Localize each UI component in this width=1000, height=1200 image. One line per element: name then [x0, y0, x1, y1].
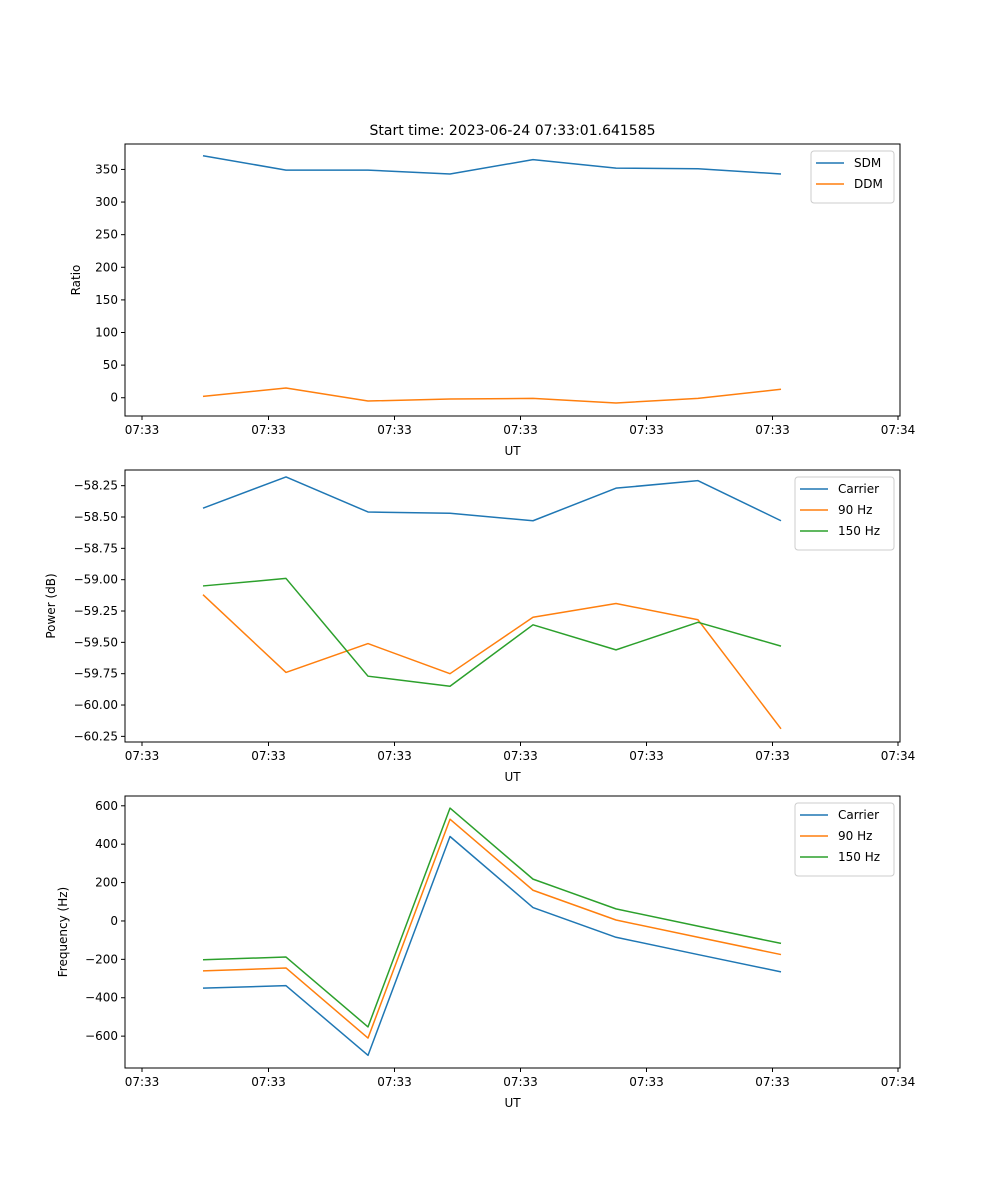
x-axis-label: UT — [504, 1096, 521, 1110]
series-line-90-hz — [202, 594, 782, 730]
y-axis-label: Frequency (Hz) — [56, 887, 70, 978]
y-tick-label: −60.00 — [74, 698, 118, 712]
y-tick-label: −58.50 — [74, 510, 118, 524]
series-line-150-hz — [202, 807, 782, 1028]
y-tick-label: 200 — [95, 260, 118, 274]
y-tick-label: −59.75 — [74, 667, 118, 681]
y-tick-label: −58.75 — [74, 541, 118, 555]
x-tick-label: 07:33 — [251, 749, 286, 763]
y-tick-label: 300 — [95, 195, 118, 209]
y-tick-label: 150 — [95, 293, 118, 307]
x-tick-label: 07:33 — [125, 423, 160, 437]
chart-panel-2: 07:33 07:33 07:33 07:33 07:33 07:33 07:34 −60.2… — [44, 469, 916, 784]
series-line-ddm — [202, 387, 782, 404]
legend-entry: 90 Hz — [838, 503, 872, 517]
y-tick-label: 400 — [95, 837, 118, 851]
x-tick-label: 07:33 — [629, 749, 664, 763]
x-tick-label: 07:33 — [629, 1075, 664, 1089]
figure-title: Start time: 2023-06-24 07:33:01.641585 — [369, 123, 655, 139]
x-axis-label: UT — [504, 770, 521, 784]
y-tick-label: −200 — [85, 952, 118, 966]
x-tick-label: 07:33 — [251, 1075, 286, 1089]
x-tick-label: 07:33 — [503, 749, 538, 763]
y-tick-label: 200 — [95, 876, 118, 890]
x-tick-label: 07:33 — [755, 749, 790, 763]
x-tick-label: 07:33 — [377, 1075, 412, 1089]
legend: Carrier 90 Hz 150 Hz — [794, 476, 895, 551]
y-tick-label: −59.25 — [74, 604, 118, 618]
legend-entry: 150 Hz — [838, 850, 880, 864]
y-tick-label: 100 — [95, 326, 118, 340]
legend: SDM DDM — [810, 150, 895, 204]
legend-entry: Carrier — [838, 808, 879, 822]
chart-panel-3: 07:33 07:33 07:33 07:33 07:33 07:33 07:34 −600 −… — [56, 795, 916, 1110]
series-line-150-hz — [202, 577, 782, 687]
x-tick-label: 07:33 — [377, 423, 412, 437]
x-tick-label: 07:33 — [125, 749, 160, 763]
y-axis-label: Ratio — [69, 265, 83, 296]
series-line-carrier — [202, 835, 782, 1057]
y-tick-label: 0 — [110, 914, 118, 928]
series-line-sdm — [202, 155, 782, 175]
chart-panels: 07:33 07:33 07:33 07:33 07:33 07:33 07:34 0 50 10… — [44, 143, 916, 1110]
x-tick-label: 07:33 — [125, 1075, 160, 1089]
y-tick-label: −59.50 — [74, 635, 118, 649]
legend-entry: 90 Hz — [838, 829, 872, 843]
series-line-90-hz — [202, 818, 782, 1039]
y-tick-label: −59.00 — [74, 573, 118, 587]
series-line-carrier — [202, 476, 782, 522]
y-axis-label: Power (dB) — [44, 573, 58, 638]
y-tick-label: −60.25 — [74, 729, 118, 743]
x-tick-label: 07:34 — [881, 749, 916, 763]
legend: Carrier 90 Hz 150 Hz — [794, 802, 895, 877]
y-tick-label: 350 — [95, 162, 118, 176]
legend-box — [810, 150, 895, 204]
x-tick-label: 07:34 — [881, 423, 916, 437]
x-tick-label: 07:33 — [251, 423, 286, 437]
x-axis-label: UT — [504, 444, 521, 458]
x-tick-label: 07:33 — [629, 423, 664, 437]
x-tick-label: 07:34 — [881, 1075, 916, 1089]
y-tick-label: −600 — [85, 1029, 118, 1043]
y-tick-label: 0 — [110, 391, 118, 405]
axes-frame — [124, 795, 901, 1069]
legend-entry: DDM — [854, 177, 883, 191]
legend-entry: Carrier — [838, 482, 879, 496]
x-tick-label: 07:33 — [377, 749, 412, 763]
x-tick-label: 07:33 — [755, 423, 790, 437]
y-tick-label: −400 — [85, 991, 118, 1005]
x-tick-label: 07:33 — [503, 423, 538, 437]
axes-frame — [124, 143, 901, 417]
legend-entry: SDM — [854, 156, 881, 170]
x-tick-label: 07:33 — [755, 1075, 790, 1089]
y-tick-label: 250 — [95, 228, 118, 242]
y-tick-label: 50 — [103, 358, 118, 372]
y-tick-label: −58.25 — [74, 479, 118, 493]
x-tick-label: 07:33 — [503, 1075, 538, 1089]
chart-panel-1: 07:33 07:33 07:33 07:33 07:33 07:33 07:34 0 50 10… — [69, 143, 916, 458]
y-tick-label: 600 — [95, 799, 118, 813]
legend-entry: 150 Hz — [838, 524, 880, 538]
axes-frame — [124, 469, 901, 743]
